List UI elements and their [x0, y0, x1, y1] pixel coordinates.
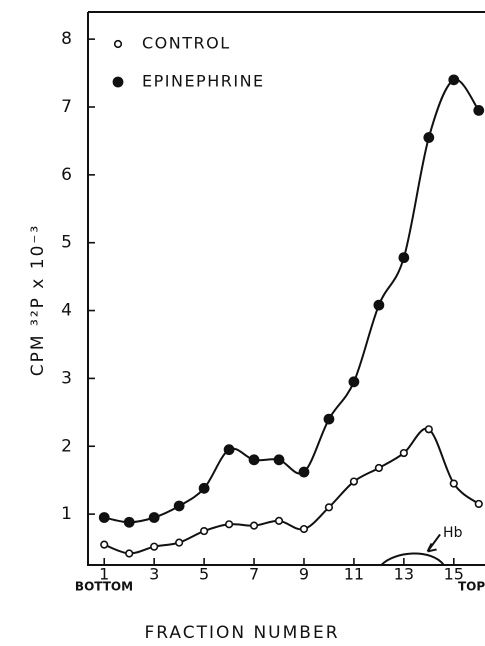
data-point [324, 503, 334, 512]
data-point [373, 299, 385, 311]
data-point [398, 252, 410, 264]
data-point [223, 444, 235, 456]
data-point [423, 132, 435, 143]
y-tick-label: 6 [61, 165, 72, 185]
x-tick-label: 1 [99, 565, 109, 584]
y-tick-label: 4 [61, 301, 72, 321]
y-tick-label: 8 [61, 29, 72, 49]
data-point [98, 512, 110, 523]
x-tick-label: 5 [199, 565, 209, 584]
data-point [224, 520, 234, 529]
data-point [449, 479, 458, 488]
y-axis-label: CPM ³²P x 10⁻³ [28, 224, 48, 376]
legend-marker [113, 39, 123, 49]
series-line [104, 78, 480, 524]
x-axis-label: FRACTION NUMBER [144, 623, 339, 643]
annotation: TOP [458, 580, 485, 594]
x-tick-label: 13 [394, 565, 414, 584]
x-tick-label: 7 [249, 565, 259, 584]
axes [87, 12, 485, 566]
data-point [248, 454, 260, 466]
y-tick-label: 2 [61, 436, 72, 456]
data-point [173, 500, 185, 512]
y-tick-label: 5 [61, 233, 72, 253]
data-point [123, 516, 135, 528]
data-point [273, 454, 285, 466]
data-point [424, 425, 433, 434]
data-point [175, 538, 184, 547]
x-tick-label: 15 [444, 565, 464, 584]
legend-marker [112, 76, 124, 88]
data-point [399, 448, 408, 458]
hb-arrow [426, 533, 441, 553]
data-point [299, 524, 309, 534]
y-tick-label: 1 [61, 504, 72, 524]
hb-peak [380, 552, 445, 566]
data-point [474, 499, 483, 509]
data-point [349, 477, 359, 486]
legend-label: EPINEPHRINE [142, 72, 265, 91]
annotation: BOTTOM [75, 580, 133, 594]
data-point [148, 512, 160, 523]
data-point [374, 463, 383, 473]
data-point [473, 104, 485, 116]
data-point [249, 521, 259, 530]
data-point [100, 540, 109, 549]
x-tick-label: 9 [299, 565, 309, 584]
data-point [348, 376, 360, 388]
data-point [298, 466, 310, 478]
data-point [323, 413, 335, 425]
data-point [448, 74, 460, 86]
legend-label: CONTROL [142, 34, 231, 53]
y-tick-label: 3 [61, 368, 72, 388]
data-point [200, 526, 209, 536]
data-point [125, 549, 134, 558]
series-line [103, 427, 480, 555]
annotation: Hb [443, 525, 463, 541]
y-tick-label: 7 [61, 97, 72, 117]
data-point [198, 482, 210, 494]
x-tick-label: 3 [149, 565, 159, 584]
data-point [150, 542, 159, 551]
data-point [274, 516, 284, 525]
x-tick-label: 11 [344, 565, 364, 584]
